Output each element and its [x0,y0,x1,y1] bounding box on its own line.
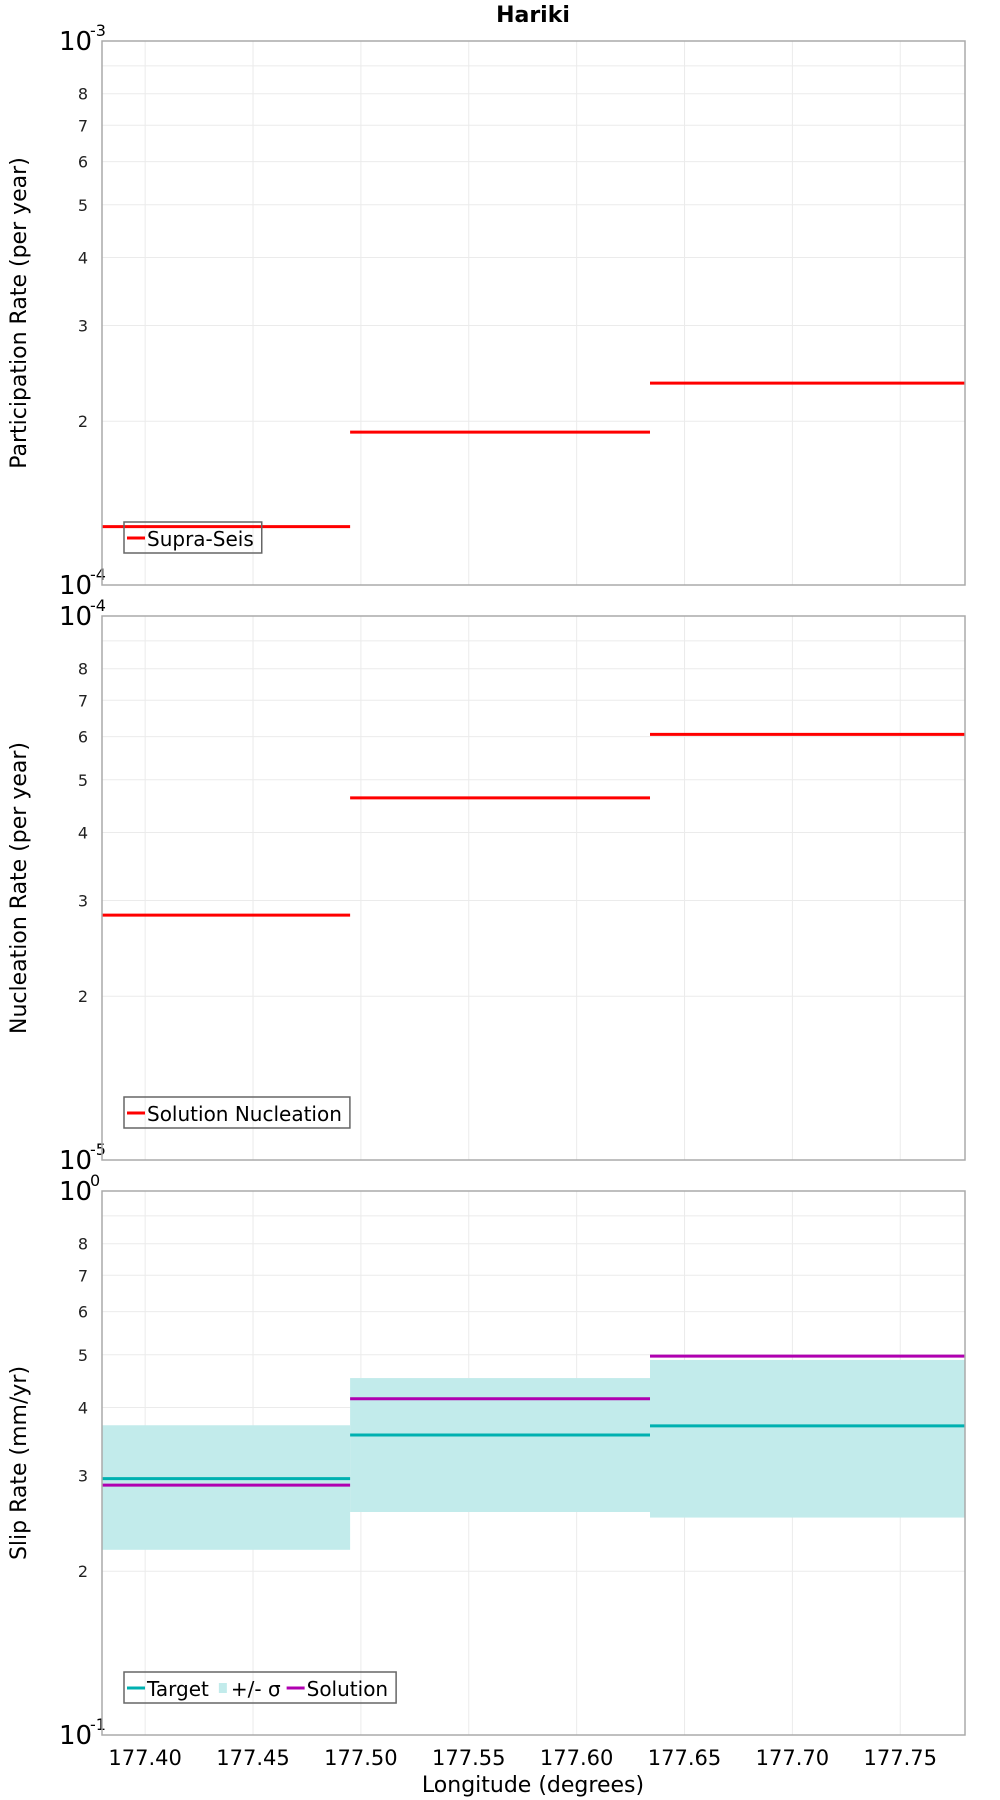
legend-swatch-band [218,1683,227,1693]
legend: Solution Nucleation [123,1096,351,1129]
legend-box [123,1096,351,1129]
x-tick-label: 177.60 [540,1746,613,1770]
legend: Supra-Seis [123,521,263,554]
y-decade-label-exponent: -4 [90,565,106,584]
x-tick-label: 177.70 [756,1746,829,1770]
y-decade-label-exponent: 0 [90,1171,100,1190]
y-tick-label: 2 [78,987,88,1006]
y-tick-label: 5 [78,1346,88,1365]
legend: Target +/- σ Solution [123,1671,397,1704]
legend-box [123,521,263,554]
y-tick-label: 3 [78,891,88,910]
sigma-band-segment [102,1425,351,1550]
y-tick-label: 4 [78,1398,88,1417]
legend-label: Solution Nucleation [147,1102,342,1126]
y-tick-label: 2 [78,1562,88,1581]
legend-label: Target [146,1677,209,1701]
y-tick-label: 8 [78,85,88,104]
sigma-band-segment [650,1360,965,1518]
y-decade-label-exponent: -3 [90,21,106,40]
x-tick-label: 177.75 [864,1746,937,1770]
y-decade-label-base: 10 [59,1146,92,1176]
chart-title: Hariki [496,3,570,28]
y-decade-label-base: 10 [59,1721,92,1751]
y-tick-label: 8 [78,660,88,679]
y-axis-label-nucleation: Nucleation Rate (per year) [7,742,32,1034]
y-tick-label: 7 [78,1266,88,1285]
plot-frame [101,1190,966,1736]
x-axis-label: Longitude (degrees) [422,1773,644,1798]
y-decade-label-exponent: -4 [90,596,106,615]
legend-label: Supra-Seis [147,527,254,551]
y-decade-label-base: 10 [59,602,92,632]
legend-label: Solution [307,1677,388,1701]
legend-label: +/- σ [231,1677,281,1701]
y-tick-label: 5 [78,771,88,790]
y-tick-label: 7 [78,116,88,135]
plot-frame [101,615,966,1161]
y-tick-label: 7 [78,691,88,710]
y-tick-label: 6 [78,153,88,172]
x-tick-label: 177.45 [216,1746,289,1770]
y-decade-label-exponent: -5 [90,1140,106,1159]
x-tick-label: 177.65 [648,1746,721,1770]
y-tick-label: 3 [78,1466,88,1485]
y-tick-label: 6 [78,728,88,747]
y-tick-label: 2 [78,412,88,431]
x-tick-label: 177.50 [324,1746,397,1770]
grid [102,41,965,585]
y-decade-label-base: 10 [59,27,92,57]
x-tick-label: 177.55 [432,1746,505,1770]
grid [102,616,965,1160]
y-tick-label: 3 [78,316,88,335]
y-tick-label: 4 [78,248,88,267]
y-tick-label: 6 [78,1303,88,1322]
y-tick-label: 8 [78,1235,88,1254]
plot-frame [101,40,966,586]
x-tick-label: 177.40 [108,1746,181,1770]
panel-nucleation-rate: Nucleation Rate (per year) 234567810-510… [7,596,966,1176]
y-axis-label-participation: Participation Rate (per year) [7,157,32,469]
y-tick-label: 5 [78,196,88,215]
panel-participation-rate: Participation Rate (per year) 234567810-… [7,21,966,601]
y-decade-label-base: 10 [59,1177,92,1207]
y-decade-label-exponent: -1 [90,1715,106,1734]
y-axis-label-slip-rate: Slip Rate (mm/yr) [7,1366,32,1560]
y-tick-label: 4 [78,823,88,842]
sigma-band-segment [350,1378,651,1512]
legend-box [123,1671,397,1704]
y-decade-label-base: 10 [59,571,92,601]
